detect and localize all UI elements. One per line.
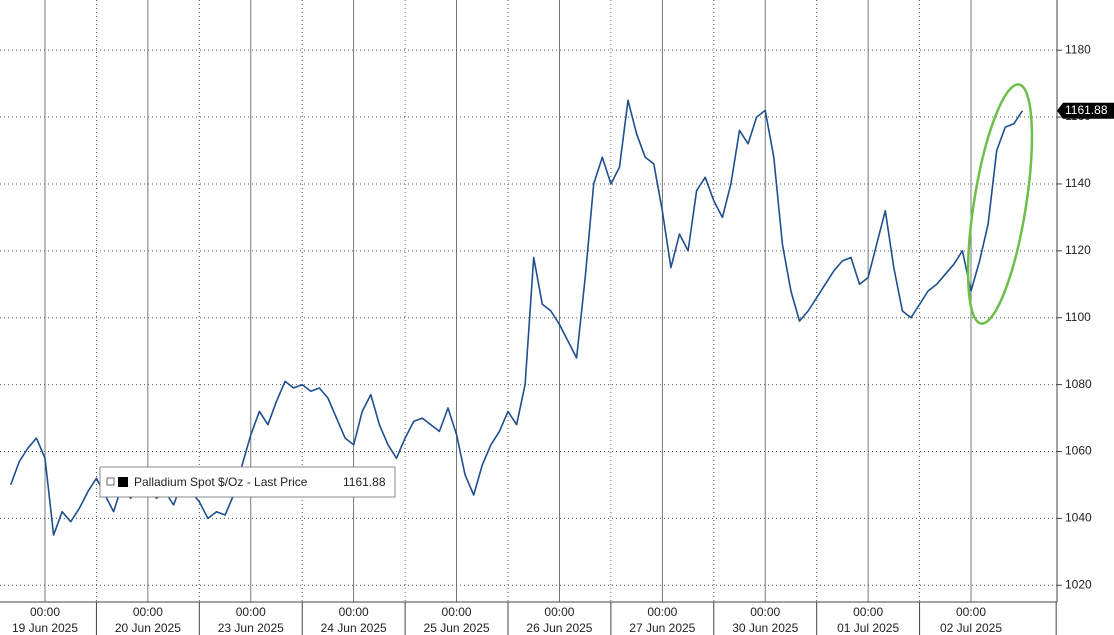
y-tick-label: 1120 bbox=[1065, 243, 1091, 257]
x-tick-time: 00:00 bbox=[339, 605, 369, 619]
legend-toggle[interactable] bbox=[106, 477, 115, 486]
y-tick-label: 1100 bbox=[1065, 310, 1091, 324]
y-tick-label: 1040 bbox=[1065, 511, 1092, 525]
x-tick-label: 01 Jul 2025 bbox=[837, 621, 899, 635]
legend: Palladium Spot $/Oz - Last Price 1161.88 bbox=[99, 466, 396, 498]
x-tick-label: 26 Jun 2025 bbox=[526, 621, 592, 635]
y-tick-label: 1020 bbox=[1065, 577, 1092, 591]
x-tick-time: 00:00 bbox=[956, 605, 986, 619]
x-tick-label: 23 Jun 2025 bbox=[218, 621, 284, 635]
last-price-tag: 1161.88 bbox=[1057, 102, 1114, 119]
last-price-box bbox=[1057, 102, 1114, 119]
x-tick-time: 00:00 bbox=[30, 605, 60, 619]
x-tick-label: 19 Jun 2025 bbox=[12, 621, 78, 635]
y-tick-label: 1140 bbox=[1065, 176, 1091, 190]
x-tick-time: 00:00 bbox=[853, 605, 883, 619]
x-tick-time: 00:00 bbox=[133, 605, 163, 619]
x-tick-time: 00:00 bbox=[544, 605, 574, 619]
x-tick-time: 00:00 bbox=[236, 605, 266, 619]
legend-box bbox=[99, 466, 396, 498]
x-tick-label: 20 Jun 2025 bbox=[115, 621, 181, 635]
x-tick-label: 30 Jun 2025 bbox=[732, 621, 798, 635]
x-tick-time: 00:00 bbox=[647, 605, 677, 619]
x-tick-label: 24 Jun 2025 bbox=[321, 621, 387, 635]
x-tick-time: 00:00 bbox=[442, 605, 472, 619]
x-tick-label: 27 Jun 2025 bbox=[629, 621, 695, 635]
legend-label: Palladium Spot $/Oz - Last Price bbox=[134, 475, 308, 489]
legend-swatch bbox=[118, 477, 128, 487]
highlight-ellipse bbox=[966, 83, 1034, 325]
x-tick-label: 25 Jun 2025 bbox=[424, 621, 490, 635]
x-tick-label: 02 Jul 2025 bbox=[940, 621, 1002, 635]
x-tick-time: 00:00 bbox=[750, 605, 780, 619]
legend-value: 1161.88 bbox=[343, 475, 386, 489]
y-tick-label: 1080 bbox=[1065, 377, 1092, 391]
last-price-label: 1161.88 bbox=[1065, 103, 1108, 117]
y-tick-label: 1060 bbox=[1065, 444, 1092, 458]
y-tick-label: 1180 bbox=[1065, 42, 1091, 56]
